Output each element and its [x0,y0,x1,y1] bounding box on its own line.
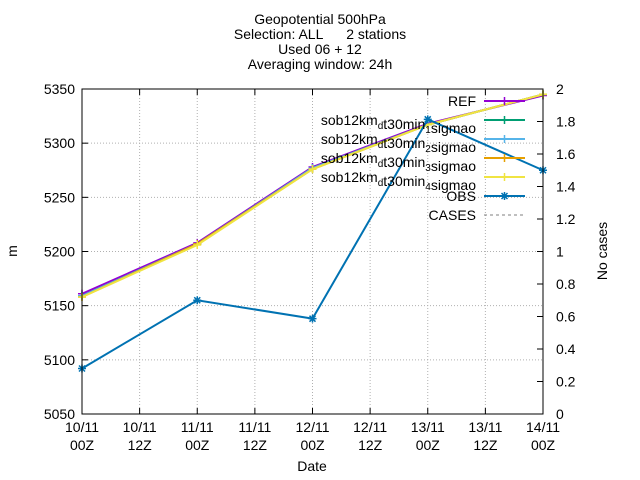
legend-label: sob12kmdt30min1sigmao [321,112,476,136]
data-point [193,241,202,249]
x-axis-label: Date [297,458,327,474]
x-tick-label: 11/11 [181,419,214,435]
legend-item: sob12kmdt30min3sigmao [321,150,525,174]
y2-tick-label: 0.6 [556,309,576,325]
series-sob12km-dt30min-2sigmao [78,90,547,300]
x-tick-label: 00Z [185,437,210,453]
x-tick-label: 00Z [70,437,95,453]
y2-tick-label: 0.4 [556,341,576,357]
x-tick-label: 10/11 [65,419,99,435]
axes: 5050 5100 5150 5200 5250 5300 5350 0 0.2 0.4 0.6 0.… [44,81,576,453]
series-line [81,118,544,370]
series-sob12km-dt30min-1sigmao [78,90,547,300]
data-point [308,314,317,323]
y-tick-label: 5100 [44,352,75,368]
y2-tick-label: 1.4 [556,179,576,195]
series-obs [78,115,547,373]
title-line-3: Used 06 + 12 [278,41,362,57]
title-line-1: Geopotential 500hPa [254,11,386,27]
legend-marker [500,135,509,143]
legend-item: sob12kmdt30min2sigmao [321,131,525,155]
legend-label: sob12kmdt30min4sigmao [321,169,476,193]
y-tick-label: 5350 [44,81,75,97]
legend-label: sob12kmdt30min2sigmao [321,131,476,155]
x-tick-label: 10/11 [123,419,157,435]
legend-item: REF [448,93,525,109]
x-tick-label: 12/11 [296,419,330,435]
legend-label: REF [448,93,476,109]
x-tick-label: 00Z [300,437,325,453]
y-axis-label: m [4,245,20,257]
y2-tick-label: 2 [556,81,564,97]
chart-title: Geopotential 500hPa Selection: ALL 2 sta… [0,12,640,72]
title-line-4: Averaging window: 24h [247,56,393,72]
x-tick-label: 13/11 [411,419,445,435]
x-tick-label: 11/11 [238,419,271,435]
y2-tick-label: 0 [556,406,564,422]
y2-tick-label: 0.8 [556,276,576,292]
title-line-2: Selection: ALL 2 stations [233,26,407,42]
legend-label: sob12kmdt30min3sigmao [321,150,476,174]
y2-tick-label: 1 [556,244,564,260]
grid [82,89,543,414]
legend-marker [500,154,509,162]
legend: REF sob12kmdt30min1sigmaosob12kmdt30min2s… [321,93,525,223]
x-tick-label: 12/11 [353,419,387,435]
legend-label: CASES [429,207,476,223]
x-tick-label: 14/11 [526,419,560,435]
x-tick-label: 00Z [531,437,556,453]
y-tick-label: 5150 [44,298,75,314]
data-point [193,296,202,305]
data-point [423,115,432,124]
legend-marker [500,97,509,105]
legend-marker [500,116,509,124]
y2-axis-label: No cases [594,222,610,280]
x-tick-label: 12Z [128,437,153,453]
x-tick-label: 12Z [358,437,383,453]
legend-item: OBS [446,188,525,204]
series-layer [78,90,547,373]
data-point [308,165,317,174]
legend-item: sob12kmdt30min1sigmao [321,112,525,136]
y-tick-label: 5200 [44,244,75,260]
x-tick-label: 00Z [416,437,441,453]
legend-label: OBS [446,188,476,204]
legend-item: sob12kmdt30min4sigmao [321,169,525,193]
x-tick-label: 13/11 [468,419,502,435]
y-tick-label: 5300 [44,135,75,151]
x-tick-label: 12Z [473,437,498,453]
y-tick-label: 5050 [44,406,75,422]
x-tick-label: 12Z [243,437,268,453]
y2-tick-label: 1.6 [556,146,576,162]
y-tick-label: 5250 [44,189,75,205]
y2-tick-label: 0.2 [556,374,576,390]
y2-tick-label: 1.8 [556,114,576,130]
y2-tick-label: 1.2 [556,211,576,227]
legend-marker [500,192,509,200]
legend-marker [500,173,509,181]
legend-item: CASES [429,207,525,223]
